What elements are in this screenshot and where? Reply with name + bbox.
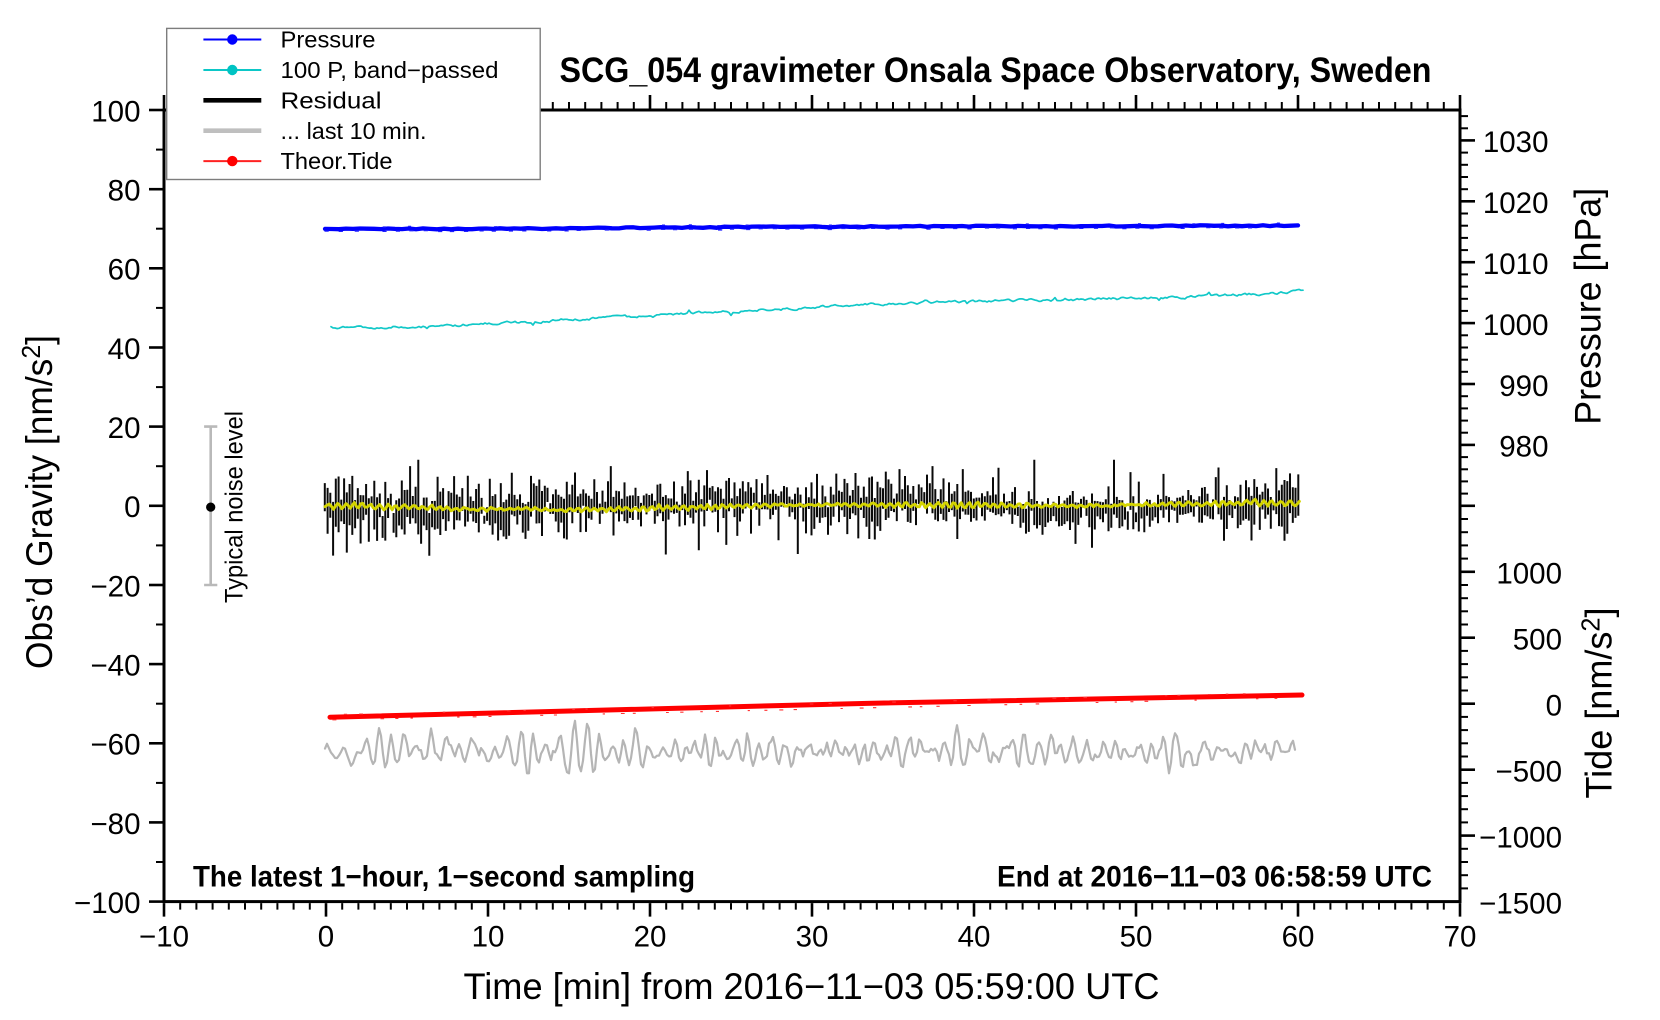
svg-text:−500: −500: [1496, 756, 1562, 789]
svg-text:50: 50: [1120, 921, 1153, 954]
svg-text:Time [min] from 2016−11−03 05:: Time [min] from 2016−11−03 05:59:00 UTC: [464, 966, 1160, 1007]
svg-text:100: 100: [91, 95, 140, 128]
svg-text:Typical noise level: Typical noise level: [221, 411, 249, 603]
svg-text:−1000: −1000: [1479, 821, 1562, 854]
svg-text:1010: 1010: [1483, 248, 1549, 281]
svg-text:Obs’d Gravity [nm/s2]: Obs’d Gravity [nm/s2]: [16, 335, 60, 669]
svg-text:40: 40: [108, 333, 141, 366]
svg-text:60: 60: [1282, 921, 1315, 954]
svg-text:End at 2016−11−03 06:58:59 UTC: End at 2016−11−03 06:58:59 UTC: [997, 861, 1432, 894]
svg-text:Theor.Tide: Theor.Tide: [281, 148, 393, 174]
svg-text:40: 40: [958, 921, 991, 954]
svg-text:Pressure: Pressure: [281, 27, 376, 53]
svg-text:1000: 1000: [1496, 558, 1562, 591]
svg-text:0: 0: [1546, 690, 1562, 723]
svg-text:80: 80: [108, 175, 141, 208]
svg-text:−20: −20: [90, 570, 140, 603]
svg-text:20: 20: [108, 412, 141, 445]
svg-text:Residual: Residual: [281, 87, 382, 113]
svg-text:1030: 1030: [1483, 126, 1549, 159]
svg-text:980: 980: [1499, 431, 1548, 464]
svg-text:20: 20: [634, 921, 667, 954]
svg-text:−10: −10: [139, 921, 189, 954]
svg-text:The latest 1−hour, 1−second sa: The latest 1−hour, 1−second sampling: [193, 861, 695, 894]
svg-text:70: 70: [1444, 921, 1477, 954]
svg-text:−1500: −1500: [1479, 887, 1562, 920]
svg-text:500: 500: [1513, 624, 1562, 657]
svg-text:SCG_054 gravimeter Onsala Spac: SCG_054 gravimeter Onsala Space Observat…: [560, 51, 1432, 90]
svg-text:−60: −60: [90, 729, 140, 762]
svg-text:Tide [nm/s2]: Tide [nm/s2]: [1576, 608, 1620, 799]
svg-text:30: 30: [796, 921, 829, 954]
svg-text:10: 10: [472, 921, 505, 954]
svg-text:60: 60: [108, 254, 141, 287]
svg-text:... last 10 min.: ... last 10 min.: [281, 118, 427, 144]
svg-text:990: 990: [1499, 370, 1548, 403]
svg-text:−80: −80: [90, 808, 140, 841]
svg-text:0: 0: [124, 491, 140, 524]
svg-text:−40: −40: [90, 650, 140, 683]
svg-text:0: 0: [318, 921, 334, 954]
svg-text:100 P, band−passed: 100 P, band−passed: [281, 57, 499, 83]
svg-text:−100: −100: [74, 887, 140, 920]
svg-text:1000: 1000: [1483, 309, 1549, 342]
svg-text:1020: 1020: [1483, 187, 1549, 220]
svg-text:Pressure [hPa]: Pressure [hPa]: [1567, 188, 1608, 425]
